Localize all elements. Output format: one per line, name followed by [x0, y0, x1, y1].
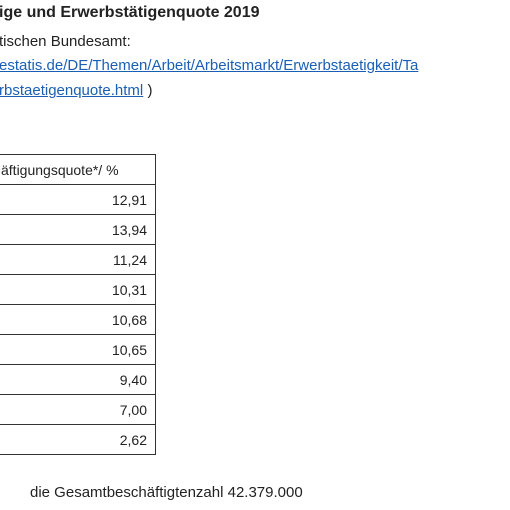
footnote: die Gesamtbeschäftigtenzahl 42.379.000	[30, 484, 303, 501]
table-header: äftigungsquote*/ %	[0, 154, 156, 185]
source-link[interactable]: estatis.de/DE/Themen/Arbeit/Arbeitsmarkt…	[0, 57, 419, 74]
table: äftigungsquote*/ % 12,91 13,94 11,24 10,31 10…	[0, 154, 156, 455]
table-cell: 9,40	[0, 364, 156, 395]
table-cell: 11,24	[0, 244, 156, 275]
table-cell: 12,91	[0, 184, 156, 215]
table-cell: 10,68	[0, 304, 156, 335]
source-link[interactable]: rbstaetigenquote.html	[0, 82, 144, 99]
bracket: )	[147, 82, 153, 99]
table-cell: 2,62	[0, 424, 156, 455]
title: ige und Erwerbstätigenquote 2019	[0, 4, 260, 21]
table-cell: 10,65	[0, 334, 156, 365]
table-cell: 13,94	[0, 214, 156, 245]
source-text: tischen Bundesamt:	[0, 33, 131, 50]
table-cell: 7,00	[0, 394, 156, 425]
table-cell: 10,31	[0, 274, 156, 305]
